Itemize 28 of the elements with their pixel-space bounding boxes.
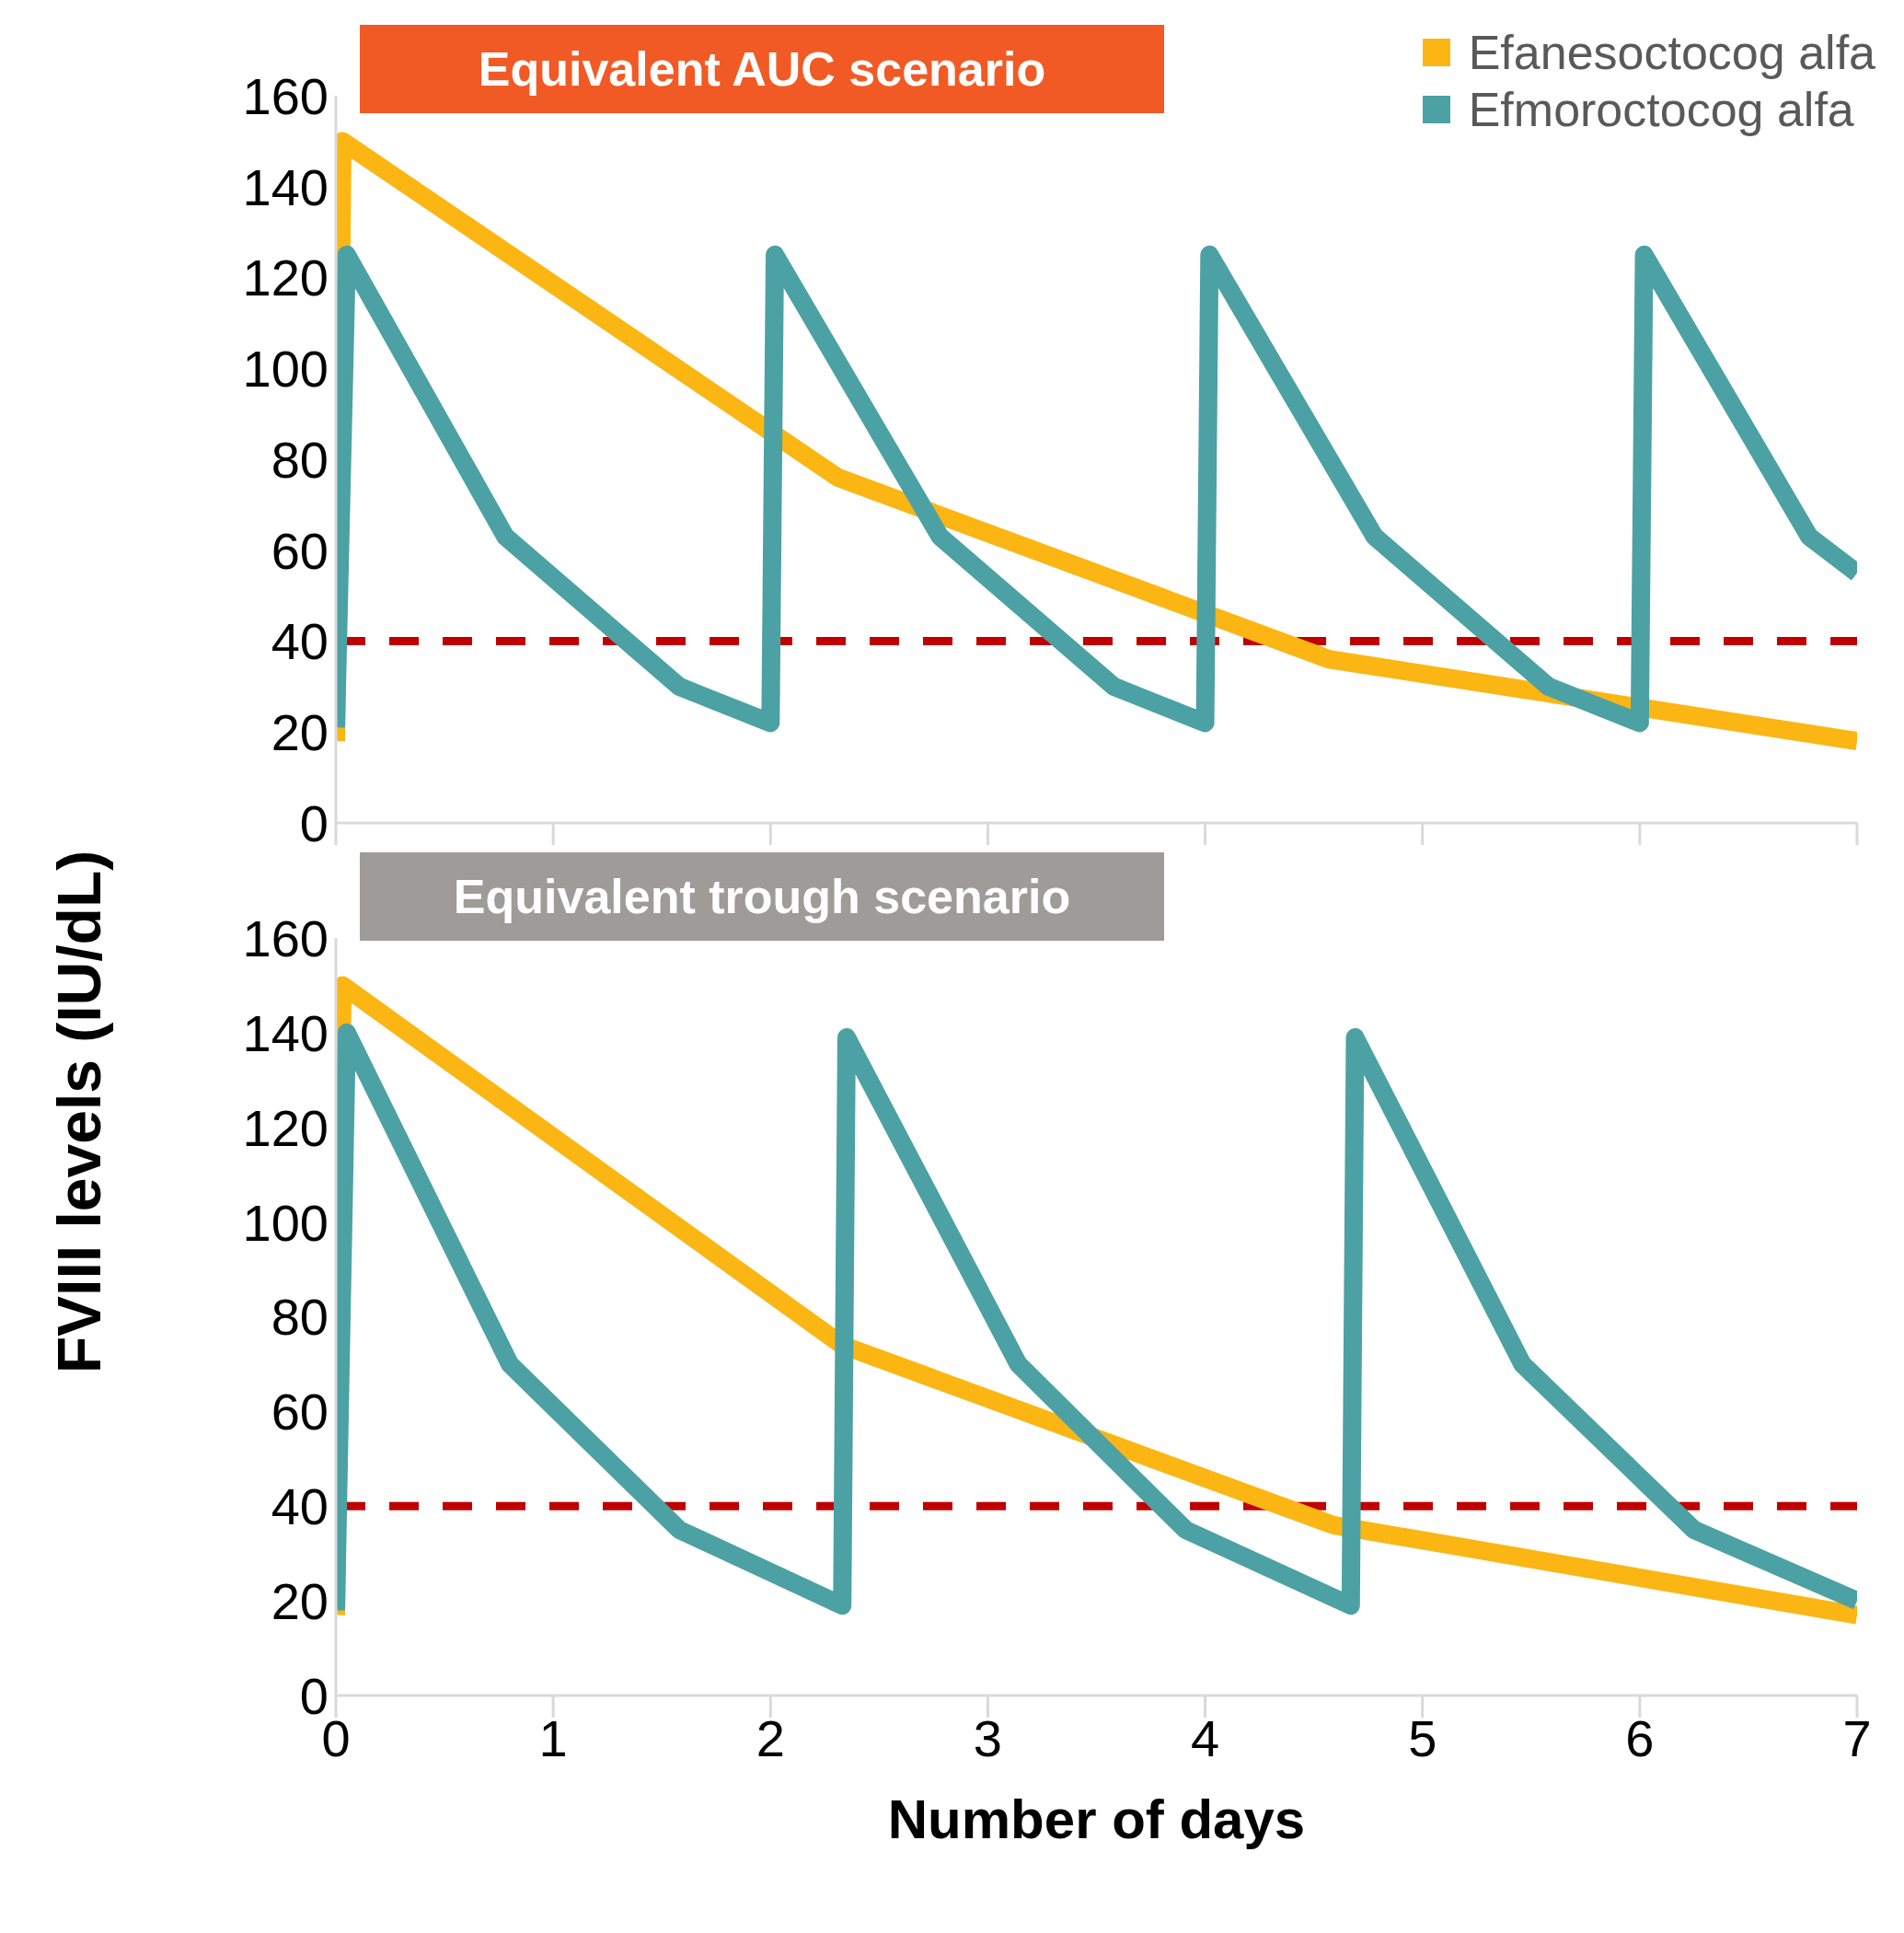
y-tick-label: 160 — [242, 66, 329, 125]
y-tick-label: 40 — [271, 1477, 329, 1536]
y-tick-label: 80 — [271, 430, 329, 489]
x-tick-label: 2 — [756, 1708, 785, 1767]
x-tick-label: 4 — [1190, 1708, 1220, 1767]
y-axis-title: FVIII levels (IU/dL) — [44, 849, 114, 1376]
legend-label: Efanesoctocog alfa — [1468, 25, 1875, 80]
y-tick-label: 160 — [242, 909, 329, 967]
x-tick-label: 6 — [1625, 1708, 1655, 1767]
y-tick-label: 140 — [242, 157, 329, 216]
y-tick-label: 120 — [242, 249, 329, 307]
y-tick-label: 60 — [271, 1383, 329, 1441]
x-tick-label: 3 — [973, 1708, 1003, 1767]
y-tick-label: 60 — [271, 521, 329, 580]
y-tick-label: 100 — [242, 340, 329, 399]
x-axis-title: Number of days — [886, 1788, 1307, 1851]
y-tick-label: 20 — [271, 1572, 329, 1631]
y-tick-label: 0 — [299, 793, 329, 852]
x-tick-label: 1 — [538, 1708, 568, 1767]
x-tick-label: 7 — [1842, 1708, 1872, 1767]
y-tick-label: 120 — [242, 1098, 329, 1157]
y-tick-label: 100 — [242, 1193, 329, 1252]
y-tick-label: 80 — [271, 1288, 329, 1347]
y-tick-label: 40 — [271, 612, 329, 671]
x-tick-label: 5 — [1408, 1708, 1437, 1767]
y-tick-label: 20 — [271, 703, 329, 762]
legend-label: Efmoroctocog alfa — [1468, 82, 1854, 137]
y-tick-label: 140 — [242, 1003, 329, 1062]
